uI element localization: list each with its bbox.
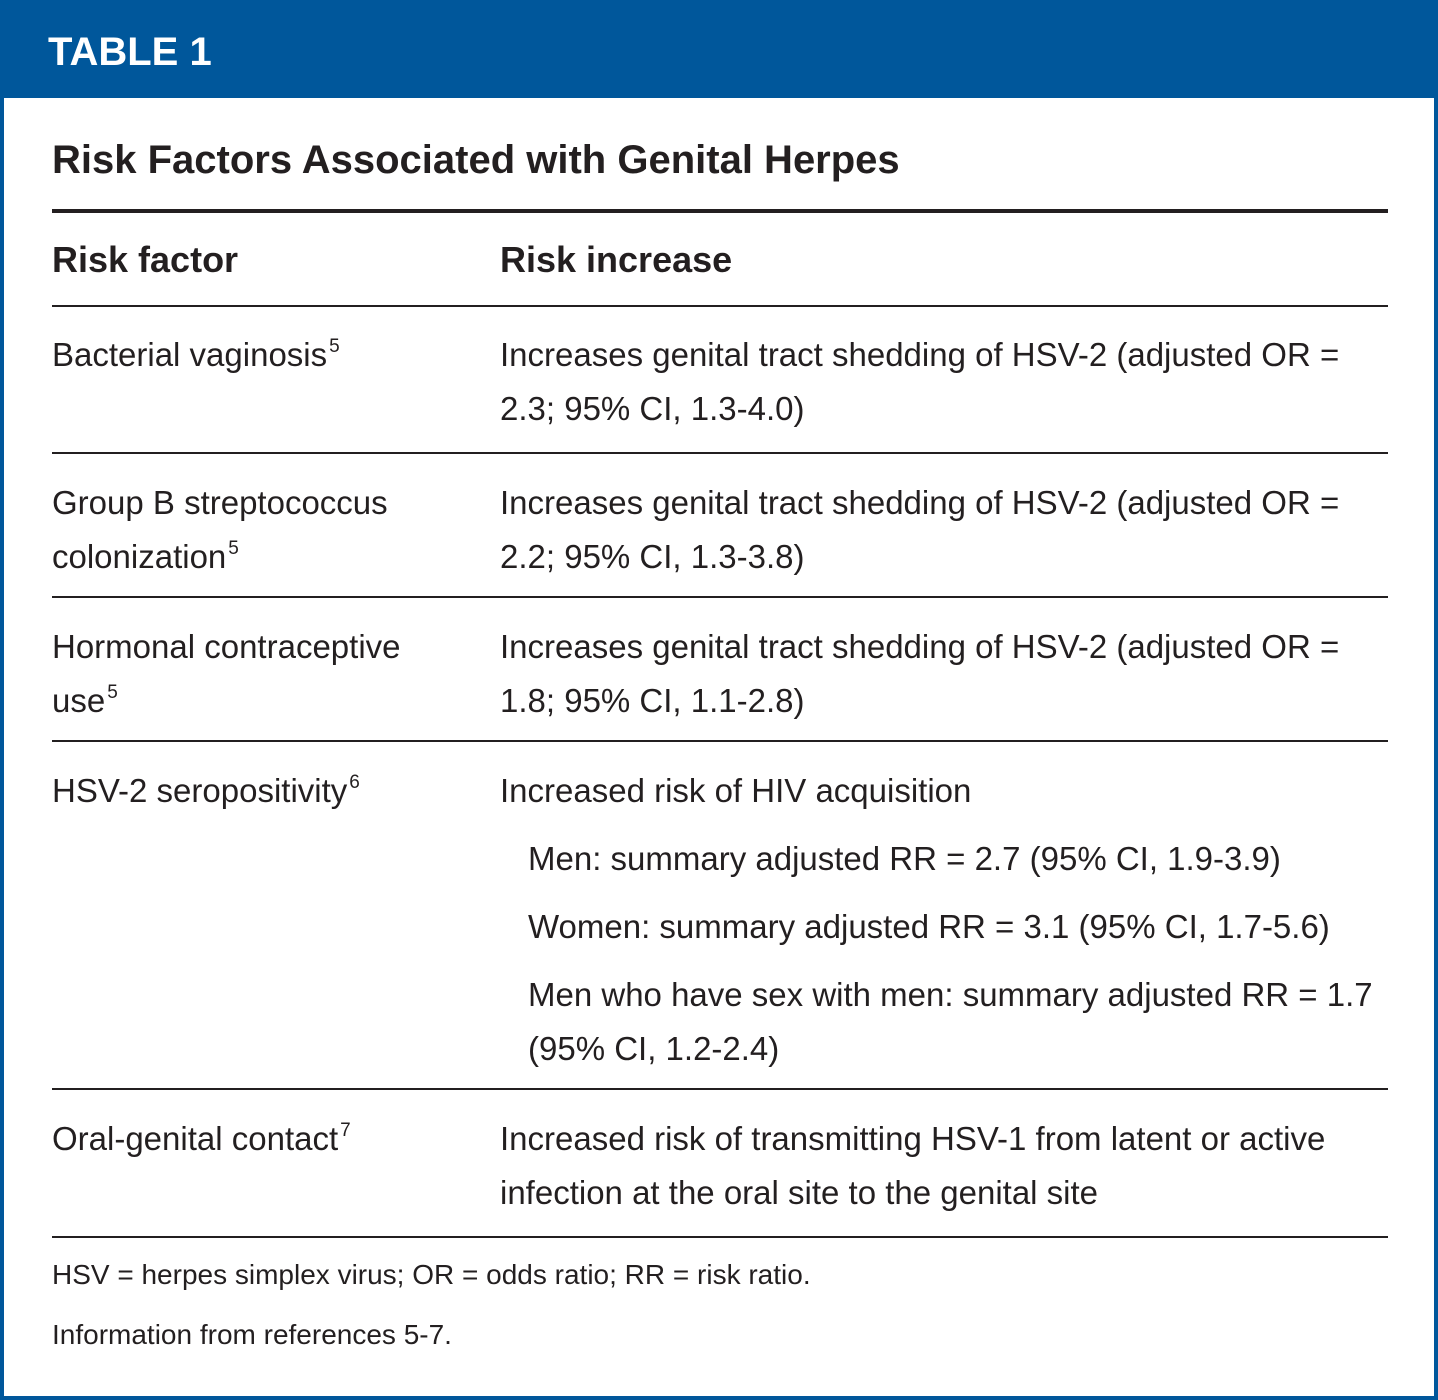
- increase-text: Increases genital tract shedding of HSV-…: [500, 336, 1340, 427]
- increase-detail: Women: summary adjusted RR = 3.1 (95% CI…: [528, 908, 1330, 945]
- increase-detail: Men: summary adjusted RR = 2.7 (95% CI, …: [528, 840, 1281, 877]
- risk-factor: Group B streptococcus colonization 5: [52, 476, 452, 584]
- row-rule: [52, 596, 1388, 598]
- row-rule: [52, 305, 1388, 307]
- increase-text: Increases genital tract shedding of HSV-…: [500, 628, 1340, 719]
- column-header: Risk increase: [500, 239, 733, 280]
- factor-text: Oral-genital contact: [52, 1120, 339, 1157]
- top-rule: [52, 209, 1388, 213]
- reference: 5: [228, 538, 239, 559]
- increase-text: Increases genital tract shedding of HSV-…: [500, 484, 1340, 575]
- factor-text: HSV-2 seropositivity: [52, 772, 348, 809]
- reference: 7: [340, 1120, 351, 1141]
- table-title: Risk Factors Associated with Genital Her…: [52, 138, 900, 182]
- footnote: Information from references 5-7.: [52, 1319, 452, 1350]
- reference: 6: [349, 772, 360, 793]
- footnote: HSV = herpes simplex virus; OR = odds ra…: [52, 1259, 811, 1290]
- risk-factor: HSV-2 seropositivity 6: [52, 764, 452, 818]
- row-rule: [52, 452, 1388, 454]
- reference: 5: [107, 682, 118, 703]
- risk-factor: Bacterial vaginosis 5: [52, 328, 452, 382]
- factor-text: Bacterial vaginosis: [52, 336, 328, 373]
- table-label: TABLE 1: [48, 30, 212, 74]
- row-rule: [52, 740, 1388, 742]
- header-bar: TABLE 1: [4, 4, 1434, 98]
- reference: 5: [329, 336, 340, 357]
- increase-detail: Men who have sex with men: summary adjus…: [528, 976, 1373, 1067]
- risk-increase: Increases genital tract shedding of HSV-…: [500, 328, 1390, 436]
- factor-text: Hormonal contraceptive use: [52, 628, 401, 719]
- increase-text: Increased risk of HIV acquisition: [500, 772, 972, 809]
- risk-factor: Oral-genital contact 7: [52, 1112, 452, 1166]
- risk-increase: Increases genital tract shedding of HSV-…: [500, 620, 1390, 728]
- row-rule: [52, 1236, 1388, 1238]
- row-rule: [52, 1088, 1388, 1090]
- column-header: Risk factor: [52, 239, 239, 280]
- risk-increase: Increases genital tract shedding of HSV-…: [500, 476, 1390, 584]
- risk-increase: Increased risk of HIV acquisition Men: su…: [500, 764, 1390, 1076]
- risk-increase: Increased risk of transmitting HSV-1 fro…: [500, 1112, 1390, 1220]
- factor-text: Group B streptococcus colonization: [52, 484, 388, 575]
- increase-text: Increased risk of transmitting HSV-1 fro…: [500, 1120, 1326, 1211]
- risk-factor: Hormonal contraceptive use 5: [52, 620, 452, 728]
